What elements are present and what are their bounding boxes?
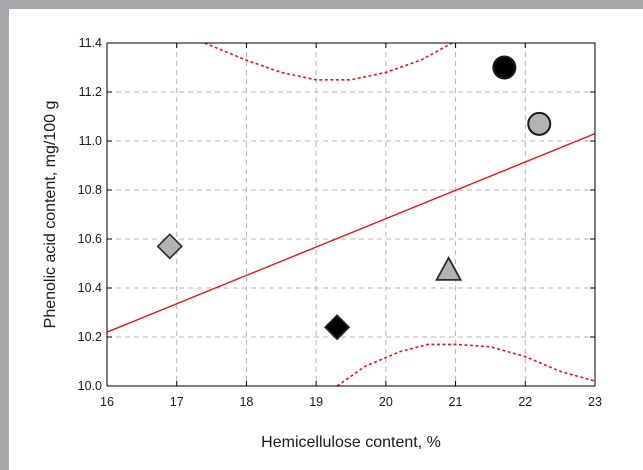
plot-area-border (106, 42, 596, 387)
data-point-circle (492, 55, 517, 80)
axis-ticks: 16 17 18 19 20 21 22 23 10.0 10.2 10.4 10.6 10.8 11.0… (78, 36, 602, 409)
data-point-diamond (323, 314, 351, 341)
regression-line-path (106, 133, 596, 333)
y-tick-label: 10.6 (78, 232, 102, 246)
chart-frame: 16 17 18 19 20 21 22 23 10.0 10.2 10.4 10.6 10.8 11.0… (9, 9, 643, 470)
y-tick-label: 10.0 (78, 379, 102, 393)
confidence-band (204, 43, 595, 386)
confidence-band-upper (204, 43, 453, 81)
y-tick-label: 11.2 (79, 85, 102, 99)
data-points (156, 55, 552, 341)
grid (107, 43, 595, 386)
y-tick-label: 11.4 (79, 36, 102, 50)
data-point-diamond (156, 233, 183, 260)
y-tick-label: 10.2 (78, 330, 102, 344)
x-axis-title: Hemicellulose content, % (261, 434, 441, 451)
x-tick-label: 18 (239, 395, 253, 409)
data-point-circle (527, 111, 552, 136)
x-tick-label: 22 (518, 395, 532, 409)
x-tick-label: 23 (588, 395, 602, 409)
y-tick-label: 11.0 (79, 134, 102, 148)
x-tick-label: 16 (100, 395, 114, 409)
x-tick-label: 20 (379, 395, 393, 409)
regression-line (106, 133, 596, 333)
data-point-triangle (435, 255, 463, 281)
y-tick-label: 10.8 (78, 183, 102, 197)
x-tick-label: 17 (170, 395, 184, 409)
scatter-chart: 16 17 18 19 20 21 22 23 10.0 10.2 10.4 10.6 10.8 11.0… (42, 36, 602, 451)
y-tick-label: 10.4 (78, 281, 102, 295)
x-tick-label: 21 (449, 395, 463, 409)
x-tick-label: 19 (309, 395, 323, 409)
confidence-band-lower (336, 343, 595, 386)
y-axis-title: Phenolic acid content, mg/100 g (42, 101, 59, 329)
